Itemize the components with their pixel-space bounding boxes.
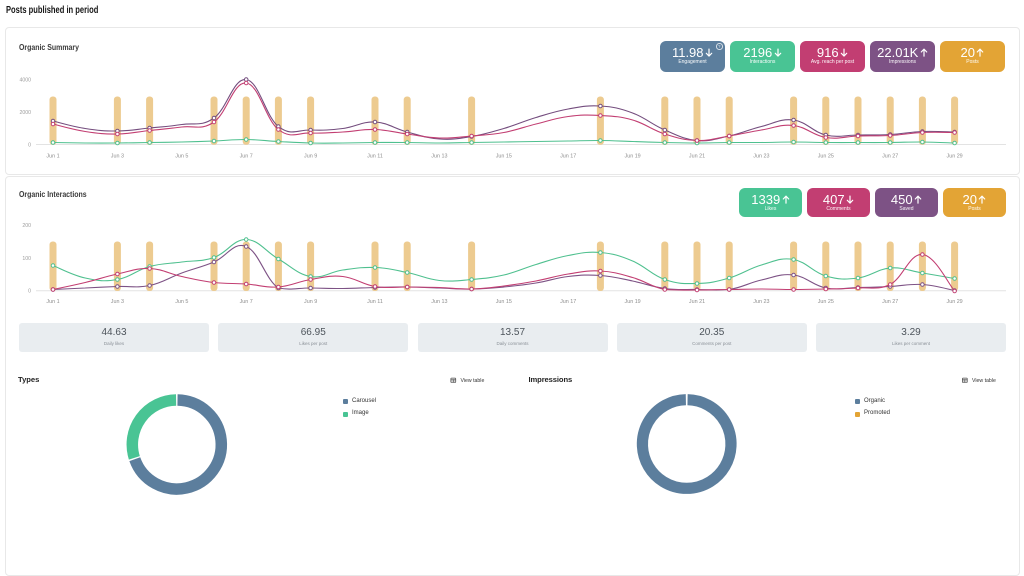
svg-text:Jun 5: Jun 5 xyxy=(175,153,188,159)
svg-text:2000: 2000 xyxy=(19,110,31,116)
svg-text:Jun 23: Jun 23 xyxy=(753,299,769,305)
svg-text:Jun 1: Jun 1 xyxy=(46,299,59,305)
svg-text:Jun 3: Jun 3 xyxy=(111,299,124,305)
svg-text:Jun 1: Jun 1 xyxy=(46,153,59,159)
svg-text:Jun 27: Jun 27 xyxy=(882,299,898,305)
svg-text:Jun 21: Jun 21 xyxy=(689,299,705,305)
svg-text:Jun 19: Jun 19 xyxy=(625,153,641,159)
svg-text:Jun 29: Jun 29 xyxy=(947,153,963,159)
svg-text:Jun 15: Jun 15 xyxy=(496,299,512,305)
svg-text:Jun 11: Jun 11 xyxy=(367,153,383,159)
svg-text:Jun 25: Jun 25 xyxy=(818,153,834,159)
svg-text:Jun 13: Jun 13 xyxy=(431,153,447,159)
svg-text:Jun 13: Jun 13 xyxy=(431,299,447,305)
svg-text:Jun 25: Jun 25 xyxy=(818,299,834,305)
svg-text:Jun 11: Jun 11 xyxy=(367,299,383,305)
svg-text:200: 200 xyxy=(22,223,31,229)
svg-text:Jun 29: Jun 29 xyxy=(947,299,963,305)
svg-text:Jun 15: Jun 15 xyxy=(496,153,512,159)
svg-text:Jun 7: Jun 7 xyxy=(240,153,253,159)
svg-text:Jun 9: Jun 9 xyxy=(304,153,317,159)
svg-text:Jun 7: Jun 7 xyxy=(240,299,253,305)
svg-text:Jun 17: Jun 17 xyxy=(560,153,576,159)
svg-text:Jun 17: Jun 17 xyxy=(560,299,576,305)
svg-text:Jun 19: Jun 19 xyxy=(625,299,641,305)
svg-text:100: 100 xyxy=(22,256,31,262)
svg-text:Jun 21: Jun 21 xyxy=(689,153,705,159)
svg-text:0: 0 xyxy=(28,143,31,149)
svg-text:Jun 27: Jun 27 xyxy=(882,153,898,159)
svg-text:Jun 3: Jun 3 xyxy=(111,153,124,159)
svg-text:Jun 23: Jun 23 xyxy=(753,153,769,159)
svg-text:4000: 4000 xyxy=(19,77,31,83)
svg-text:Jun 5: Jun 5 xyxy=(175,299,188,305)
svg-text:Jun 9: Jun 9 xyxy=(304,299,317,305)
svg-text:0: 0 xyxy=(28,289,31,295)
